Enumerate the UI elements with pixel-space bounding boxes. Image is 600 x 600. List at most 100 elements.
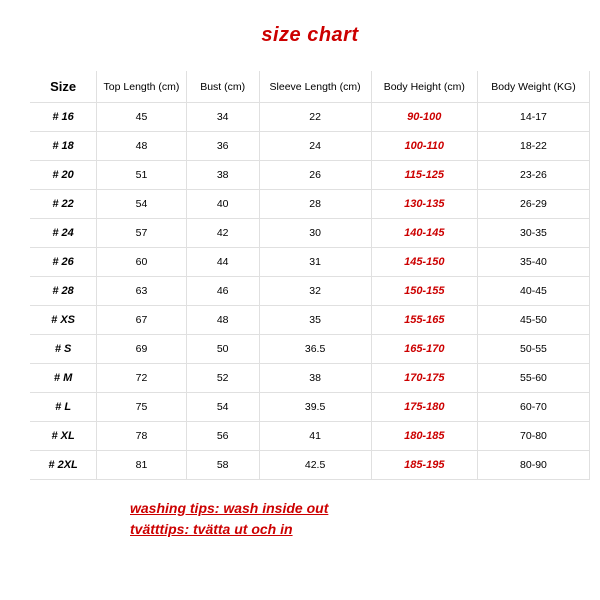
cell-size: # 16 bbox=[30, 103, 97, 132]
table-row: # S695036.5165-17050-55 bbox=[30, 335, 590, 364]
cell-bust: 46 bbox=[187, 277, 260, 306]
cell-sleeve: 39.5 bbox=[260, 393, 372, 422]
cell-top-length: 60 bbox=[97, 248, 187, 277]
cell-height: 185-195 bbox=[372, 451, 478, 480]
cell-size: # 22 bbox=[30, 190, 97, 219]
table-row: # 28634632150-15540-45 bbox=[30, 277, 590, 306]
cell-top-length: 75 bbox=[97, 393, 187, 422]
table-row: # 2XL815842.5185-19580-90 bbox=[30, 451, 590, 480]
cell-top-length: 63 bbox=[97, 277, 187, 306]
chart-title: size chart bbox=[30, 24, 590, 47]
cell-weight: 40-45 bbox=[478, 277, 590, 306]
cell-bust: 48 bbox=[187, 306, 260, 335]
cell-size: # 20 bbox=[30, 161, 97, 190]
cell-sleeve: 38 bbox=[260, 364, 372, 393]
cell-weight: 26-29 bbox=[478, 190, 590, 219]
cell-weight: 80-90 bbox=[478, 451, 590, 480]
cell-height: 175-180 bbox=[372, 393, 478, 422]
cell-height: 100-110 bbox=[372, 132, 478, 161]
table-row: # 26604431145-15035-40 bbox=[30, 248, 590, 277]
table-row: # M725238170-17555-60 bbox=[30, 364, 590, 393]
cell-bust: 52 bbox=[187, 364, 260, 393]
col-height: Body Height (cm) bbox=[372, 71, 478, 103]
col-bust: Bust (cm) bbox=[187, 71, 260, 103]
cell-weight: 60-70 bbox=[478, 393, 590, 422]
col-sleeve: Sleeve Length (cm) bbox=[260, 71, 372, 103]
cell-height: 165-170 bbox=[372, 335, 478, 364]
cell-size: # 2XL bbox=[30, 451, 97, 480]
cell-bust: 38 bbox=[187, 161, 260, 190]
cell-weight: 45-50 bbox=[478, 306, 590, 335]
cell-sleeve: 42.5 bbox=[260, 451, 372, 480]
tip-line-1: washing tips: wash inside out bbox=[130, 498, 590, 519]
cell-bust: 58 bbox=[187, 451, 260, 480]
cell-sleeve: 41 bbox=[260, 422, 372, 451]
cell-bust: 42 bbox=[187, 219, 260, 248]
col-size: Size bbox=[30, 71, 97, 103]
cell-size: # XL bbox=[30, 422, 97, 451]
cell-weight: 70-80 bbox=[478, 422, 590, 451]
cell-size: # S bbox=[30, 335, 97, 364]
cell-height: 115-125 bbox=[372, 161, 478, 190]
cell-height: 145-150 bbox=[372, 248, 478, 277]
cell-top-length: 72 bbox=[97, 364, 187, 393]
cell-size: # L bbox=[30, 393, 97, 422]
cell-size: # M bbox=[30, 364, 97, 393]
cell-top-length: 81 bbox=[97, 451, 187, 480]
cell-size: # 18 bbox=[30, 132, 97, 161]
col-weight: Body Weight (KG) bbox=[478, 71, 590, 103]
cell-top-length: 51 bbox=[97, 161, 187, 190]
cell-sleeve: 31 bbox=[260, 248, 372, 277]
table-row: # XS674835155-16545-50 bbox=[30, 306, 590, 335]
col-top-length: Top Length (cm) bbox=[97, 71, 187, 103]
cell-weight: 18-22 bbox=[478, 132, 590, 161]
cell-bust: 40 bbox=[187, 190, 260, 219]
cell-sleeve: 26 bbox=[260, 161, 372, 190]
cell-bust: 34 bbox=[187, 103, 260, 132]
cell-weight: 23-26 bbox=[478, 161, 590, 190]
cell-top-length: 78 bbox=[97, 422, 187, 451]
table-row: # XL785641180-18570-80 bbox=[30, 422, 590, 451]
table-row: # 24574230140-14530-35 bbox=[30, 219, 590, 248]
tip-line-2: tvätttips: tvätta ut och in bbox=[130, 519, 590, 540]
cell-sleeve: 35 bbox=[260, 306, 372, 335]
cell-bust: 50 bbox=[187, 335, 260, 364]
cell-size: # 26 bbox=[30, 248, 97, 277]
cell-weight: 30-35 bbox=[478, 219, 590, 248]
cell-top-length: 54 bbox=[97, 190, 187, 219]
cell-bust: 36 bbox=[187, 132, 260, 161]
cell-top-length: 69 bbox=[97, 335, 187, 364]
size-table: Size Top Length (cm) Bust (cm) Sleeve Le… bbox=[30, 71, 590, 480]
table-row: # 22544028130-13526-29 bbox=[30, 190, 590, 219]
cell-sleeve: 24 bbox=[260, 132, 372, 161]
cell-weight: 14-17 bbox=[478, 103, 590, 132]
table-row: # L755439.5175-18060-70 bbox=[30, 393, 590, 422]
cell-top-length: 67 bbox=[97, 306, 187, 335]
cell-size: # 24 bbox=[30, 219, 97, 248]
cell-weight: 50-55 bbox=[478, 335, 590, 364]
cell-bust: 54 bbox=[187, 393, 260, 422]
table-row: # 1645342290-10014-17 bbox=[30, 103, 590, 132]
cell-weight: 55-60 bbox=[478, 364, 590, 393]
cell-top-length: 48 bbox=[97, 132, 187, 161]
cell-sleeve: 22 bbox=[260, 103, 372, 132]
cell-height: 150-155 bbox=[372, 277, 478, 306]
table-header-row: Size Top Length (cm) Bust (cm) Sleeve Le… bbox=[30, 71, 590, 103]
cell-top-length: 57 bbox=[97, 219, 187, 248]
cell-height: 140-145 bbox=[372, 219, 478, 248]
cell-height: 170-175 bbox=[372, 364, 478, 393]
cell-sleeve: 32 bbox=[260, 277, 372, 306]
cell-height: 130-135 bbox=[372, 190, 478, 219]
cell-sleeve: 30 bbox=[260, 219, 372, 248]
cell-sleeve: 36.5 bbox=[260, 335, 372, 364]
cell-height: 90-100 bbox=[372, 103, 478, 132]
cell-size: # 28 bbox=[30, 277, 97, 306]
table-row: # 18483624100-11018-22 bbox=[30, 132, 590, 161]
cell-top-length: 45 bbox=[97, 103, 187, 132]
cell-bust: 56 bbox=[187, 422, 260, 451]
cell-height: 180-185 bbox=[372, 422, 478, 451]
cell-size: # XS bbox=[30, 306, 97, 335]
cell-height: 155-165 bbox=[372, 306, 478, 335]
cell-sleeve: 28 bbox=[260, 190, 372, 219]
cell-weight: 35-40 bbox=[478, 248, 590, 277]
